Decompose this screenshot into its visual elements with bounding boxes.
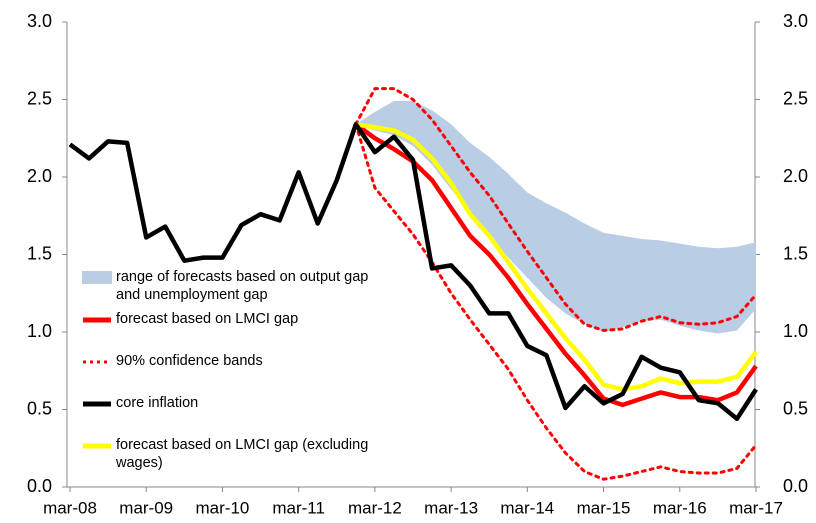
y-tick-label: 1.5 xyxy=(27,243,52,263)
x-tick-label: mar-09 xyxy=(119,498,173,517)
y-tick-label: 1.0 xyxy=(27,321,52,341)
legend-label: forecast based on LMCI gap (excluding wa… xyxy=(116,437,369,471)
swatch-fill xyxy=(82,271,112,284)
data-line xyxy=(354,122,758,408)
y2-tick-label: 0.5 xyxy=(783,398,808,418)
x-tick-label: mar-10 xyxy=(196,498,250,517)
y-tick-label: 2.0 xyxy=(27,166,52,186)
forecast-range xyxy=(355,101,756,334)
x-tick-label: mar-14 xyxy=(500,498,554,517)
legend-swatch xyxy=(83,360,111,364)
x-tick-label: mar-17 xyxy=(729,498,783,517)
legend-label: 90% confidence bands xyxy=(116,353,263,369)
y-tick-label: 3.0 xyxy=(27,11,52,31)
y2-tick-label: 3.0 xyxy=(783,11,808,31)
x-tick-label: mar-11 xyxy=(272,498,325,517)
y2-tick-label: 2.0 xyxy=(783,166,808,186)
data-line xyxy=(68,122,758,422)
legend-swatch xyxy=(83,401,111,407)
y-tick-label: 0.0 xyxy=(27,476,52,496)
x-tick-label: mar-16 xyxy=(653,498,707,517)
legend-item: core inflation xyxy=(82,394,372,436)
y2-tick-label: 2.5 xyxy=(783,88,808,108)
legend-item: forecast based on LMCI gap (excluding wa… xyxy=(82,436,372,478)
x-tick-label: mar-12 xyxy=(348,498,402,517)
x-tick-label: mar-15 xyxy=(577,498,631,517)
data-line xyxy=(354,122,758,481)
legend-swatch xyxy=(83,317,111,323)
y-tick-label: 2.5 xyxy=(27,88,52,108)
y2-tick-label: 1.5 xyxy=(783,243,808,263)
legend-item: forecast based on LMCI gap xyxy=(82,310,372,352)
x-tick-label: mar-13 xyxy=(424,498,478,517)
y2-tick-label: 0.0 xyxy=(783,476,808,496)
legend: range of forecasts based on output gap a… xyxy=(82,268,372,478)
legend-item: range of forecasts based on output gap a… xyxy=(82,268,372,310)
y-tick-label: 0.5 xyxy=(27,398,52,418)
legend-label: core inflation xyxy=(116,395,199,411)
legend-swatch xyxy=(82,271,112,284)
data-line xyxy=(354,87,758,332)
legend-label: forecast based on LMCI gap xyxy=(116,311,299,327)
legend-item: 90% confidence bands xyxy=(82,352,372,394)
x-tick-label: mar-08 xyxy=(43,498,97,517)
y2-tick-label: 1.0 xyxy=(783,321,808,341)
legend-swatch xyxy=(83,443,111,449)
legend-label: range of forecasts based on output gap a… xyxy=(116,269,369,303)
